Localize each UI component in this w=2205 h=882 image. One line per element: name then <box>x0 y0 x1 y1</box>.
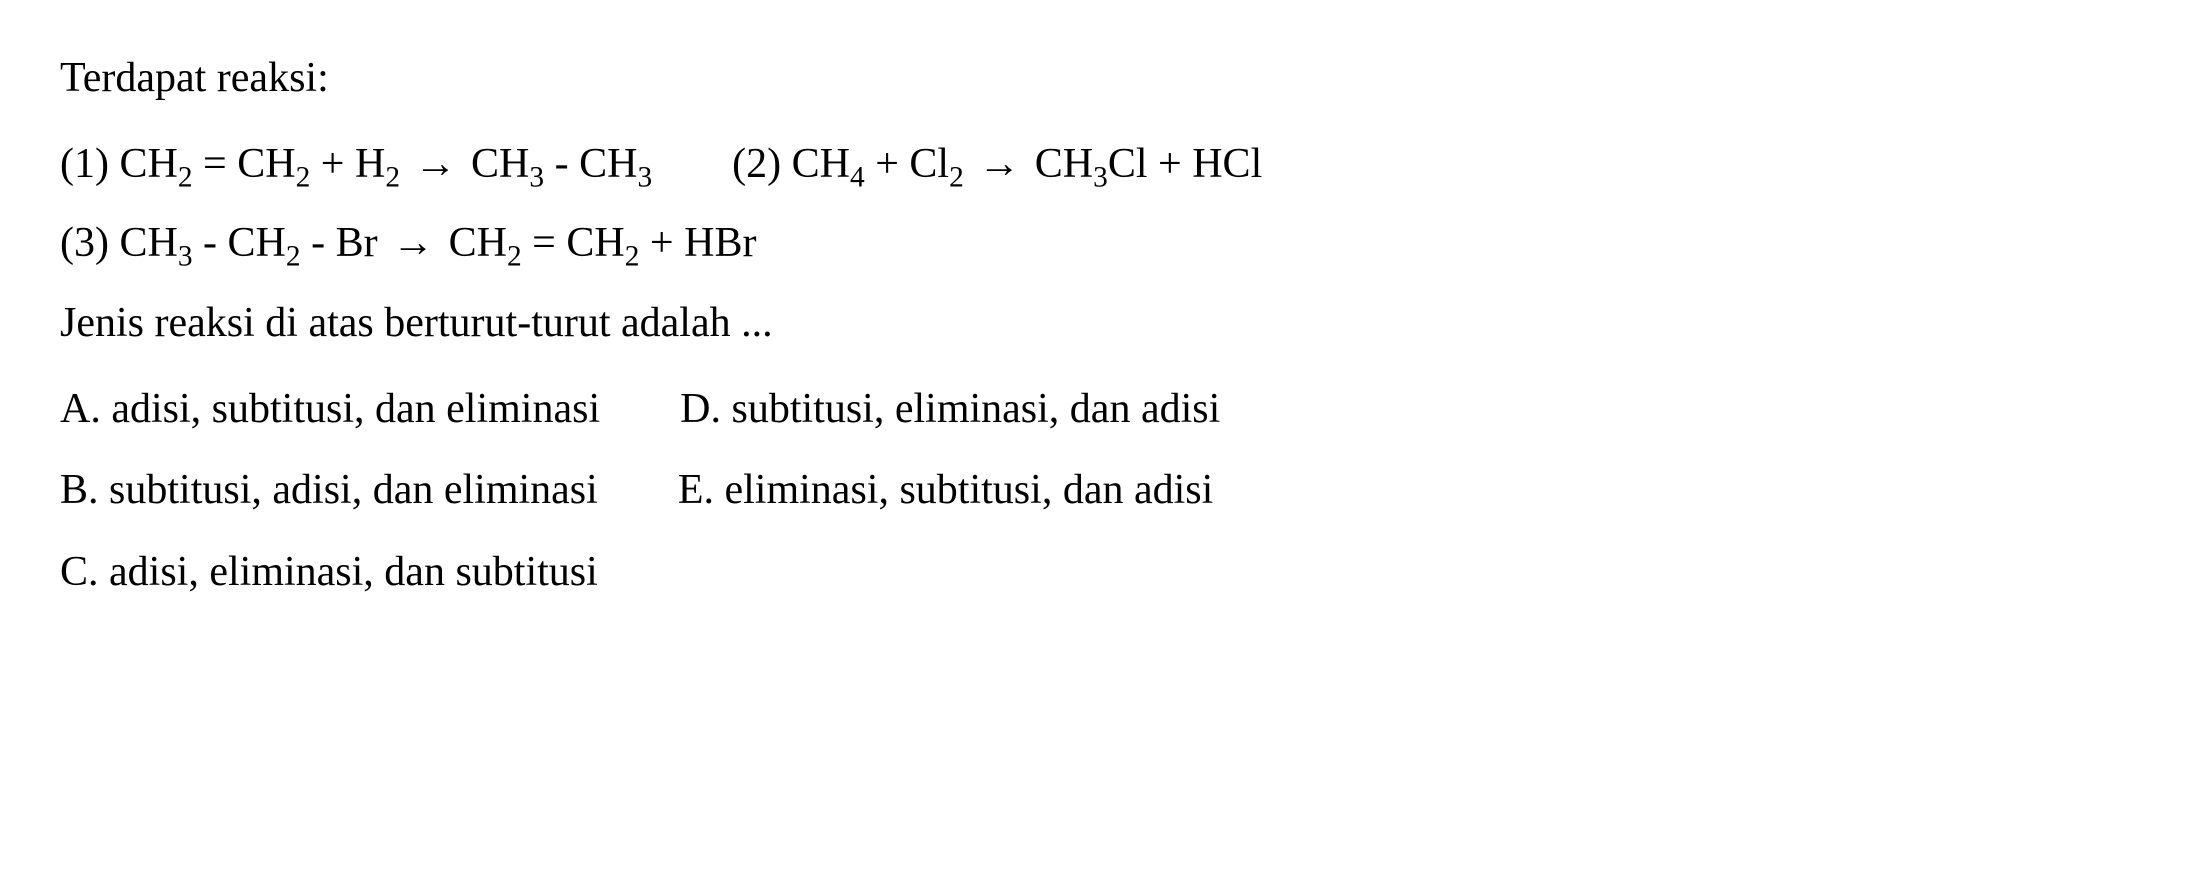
eq3-sub: 2 <box>507 241 522 273</box>
eq1-term: H <box>355 141 385 187</box>
eq1-sub: 3 <box>637 161 652 193</box>
eq3-sub: 3 <box>178 241 193 273</box>
option-a: A. adisi, subtitusi, dan eliminasi <box>60 371 600 449</box>
options-row-1: A. adisi, subtitusi, dan eliminasi D. su… <box>60 371 2145 449</box>
option-c: C. adisi, eliminasi, dan subtitusi <box>60 534 598 612</box>
eq3-term: Br <box>336 220 378 266</box>
eq2-op: + <box>1148 141 1193 187</box>
equations-row-2: (3) CH3 - CH2 - Br → CH2 = CH2 + HBr <box>60 205 2145 283</box>
arrow-icon: → <box>974 126 1024 204</box>
options-row-3: C. adisi, eliminasi, dan subtitusi <box>60 534 2145 612</box>
eq3-op: - <box>301 220 336 266</box>
eq1-sub: 2 <box>296 161 311 193</box>
eq2-sub: 3 <box>1093 161 1108 193</box>
eq3-term: CH <box>449 220 507 266</box>
eq1-term: CH <box>579 141 637 187</box>
eq2-number: (2) <box>732 141 781 187</box>
eq3-op: + <box>639 220 684 266</box>
eq2-sub: 4 <box>850 161 865 193</box>
arrow-icon: → <box>411 126 461 204</box>
eq1-term: CH <box>471 141 529 187</box>
eq2-op: + <box>865 141 910 187</box>
eq2-term: Cl <box>1108 141 1148 187</box>
eq3-sub: 2 <box>286 241 301 273</box>
eq1-sub: 3 <box>529 161 544 193</box>
equation-1: (1) CH2 = CH2 + H2 → CH3 - CH3 <box>60 126 652 204</box>
arrow-icon: → <box>388 205 438 283</box>
equation-3: (3) CH3 - CH2 - Br → CH2 = CH2 + HBr <box>60 205 756 283</box>
eq1-op: - <box>544 141 579 187</box>
heading-text: Terdapat reaksi: <box>60 40 2145 118</box>
eq2-term: CH <box>1035 141 1093 187</box>
eq3-term: CH <box>119 220 177 266</box>
options-row-2: B. subtitusi, adisi, dan eliminasi E. el… <box>60 452 2145 530</box>
eq1-number: (1) <box>60 141 109 187</box>
eq3-op: = <box>522 220 567 266</box>
question-text: Jenis reaksi di atas berturut-turut adal… <box>60 285 2145 363</box>
eq2-term: CH <box>792 141 850 187</box>
eq3-op: - <box>193 220 228 266</box>
eq1-sub: 2 <box>178 161 193 193</box>
equations-row-1: (1) CH2 = CH2 + H2 → CH3 - CH3 (2) CH4 +… <box>60 126 2145 204</box>
eq1-op: + <box>310 141 355 187</box>
option-e: E. eliminasi, subtitusi, dan adisi <box>678 452 1213 530</box>
eq1-op: = <box>193 141 238 187</box>
eq3-term: CH <box>566 220 624 266</box>
eq3-sub: 2 <box>625 241 640 273</box>
eq3-number: (3) <box>60 220 109 266</box>
eq3-term: CH <box>228 220 286 266</box>
eq1-term: CH <box>237 141 295 187</box>
equation-2: (2) CH4 + Cl2 → CH3Cl + HCl <box>732 126 1262 204</box>
eq2-term: HCl <box>1192 141 1262 187</box>
option-b: B. subtitusi, adisi, dan eliminasi <box>60 452 598 530</box>
eq1-sub: 2 <box>385 161 400 193</box>
eq1-term: CH <box>119 141 177 187</box>
eq3-term: HBr <box>684 220 756 266</box>
eq2-term: Cl <box>909 141 949 187</box>
option-d: D. subtitusi, eliminasi, dan adisi <box>680 371 1220 449</box>
eq2-sub: 2 <box>949 161 964 193</box>
